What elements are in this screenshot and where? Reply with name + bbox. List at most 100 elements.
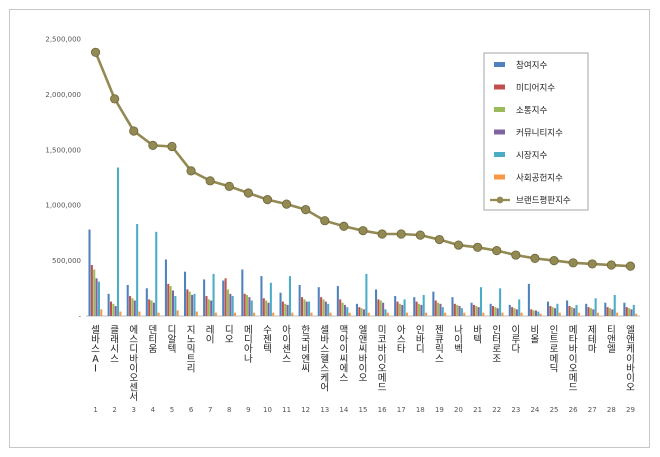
category-index: 3 xyxy=(132,406,136,414)
y-tick-label: - xyxy=(78,313,81,321)
bar xyxy=(212,273,215,316)
bar xyxy=(188,291,191,316)
bar xyxy=(150,300,153,316)
category-index: 29 xyxy=(626,406,635,414)
bar xyxy=(566,300,569,316)
bar xyxy=(386,312,389,316)
bar xyxy=(112,303,115,316)
bar xyxy=(577,312,580,316)
bar xyxy=(358,307,361,316)
legend-swatch xyxy=(494,174,505,180)
category-index: 23 xyxy=(511,406,520,414)
bar xyxy=(556,303,559,316)
bar xyxy=(403,299,406,316)
category-index: 14 xyxy=(339,406,348,414)
category-index: 4 xyxy=(151,406,156,414)
bar xyxy=(635,313,638,316)
bar xyxy=(224,278,227,316)
category-index: 26 xyxy=(569,406,578,414)
legend-label: 시장지수 xyxy=(516,150,547,161)
bar xyxy=(496,308,499,316)
bar xyxy=(339,299,342,316)
bar xyxy=(343,304,346,316)
category-index: 27 xyxy=(588,406,597,414)
bar xyxy=(355,303,358,316)
bar xyxy=(396,301,399,316)
bar xyxy=(518,299,521,316)
bar xyxy=(329,312,332,316)
bar xyxy=(463,312,466,316)
line-point xyxy=(301,205,311,215)
bar xyxy=(233,312,237,316)
bar xyxy=(613,294,616,316)
category-index: 20 xyxy=(454,406,463,414)
line-point xyxy=(205,176,215,186)
bar xyxy=(479,287,483,316)
bar xyxy=(363,309,366,316)
bar xyxy=(432,291,435,316)
line-point xyxy=(396,229,406,239)
bar xyxy=(138,311,141,316)
bar xyxy=(532,310,535,316)
bar xyxy=(501,312,504,316)
y-tick-label: 500,000 xyxy=(52,257,81,265)
line-point xyxy=(167,141,177,152)
bar xyxy=(604,302,607,316)
legend-label: 미디어지수 xyxy=(516,83,555,94)
bar xyxy=(527,283,530,316)
bar xyxy=(460,308,463,316)
category-index: 25 xyxy=(550,406,559,414)
legend-swatch xyxy=(494,62,505,67)
bar xyxy=(482,312,485,316)
bar xyxy=(441,307,444,316)
category-index: 24 xyxy=(530,406,539,414)
bar xyxy=(284,303,287,316)
bar xyxy=(554,308,557,316)
bar xyxy=(100,309,103,316)
bar xyxy=(269,282,272,316)
bar xyxy=(308,301,311,316)
bar xyxy=(623,302,626,316)
bar xyxy=(608,308,612,316)
bar xyxy=(286,304,289,316)
bar xyxy=(222,280,225,316)
bar xyxy=(630,309,633,316)
bar xyxy=(628,308,631,316)
bar xyxy=(133,300,136,316)
bar xyxy=(472,304,475,316)
line-point xyxy=(473,242,483,252)
bar xyxy=(346,307,349,316)
bar xyxy=(248,297,251,316)
category-index: 13 xyxy=(320,406,329,414)
bar xyxy=(267,302,270,316)
bar xyxy=(250,300,253,316)
y-tick-label: 1,500,000 xyxy=(45,146,81,154)
bar xyxy=(298,284,301,316)
line-point xyxy=(320,216,330,226)
bar xyxy=(587,307,590,316)
bar xyxy=(585,303,588,316)
category-index: 18 xyxy=(416,406,425,414)
legend-swatch-marker xyxy=(496,196,504,204)
bar xyxy=(174,296,177,316)
bar xyxy=(305,301,308,316)
bar xyxy=(511,307,514,316)
bar xyxy=(279,292,282,316)
bar xyxy=(107,293,110,316)
bar xyxy=(398,303,401,316)
bar xyxy=(186,289,189,316)
bar xyxy=(489,303,492,316)
line-point xyxy=(434,234,445,245)
bar xyxy=(231,296,234,316)
legend-label: 참여지수 xyxy=(516,60,547,71)
category-index: 8 xyxy=(227,406,231,414)
